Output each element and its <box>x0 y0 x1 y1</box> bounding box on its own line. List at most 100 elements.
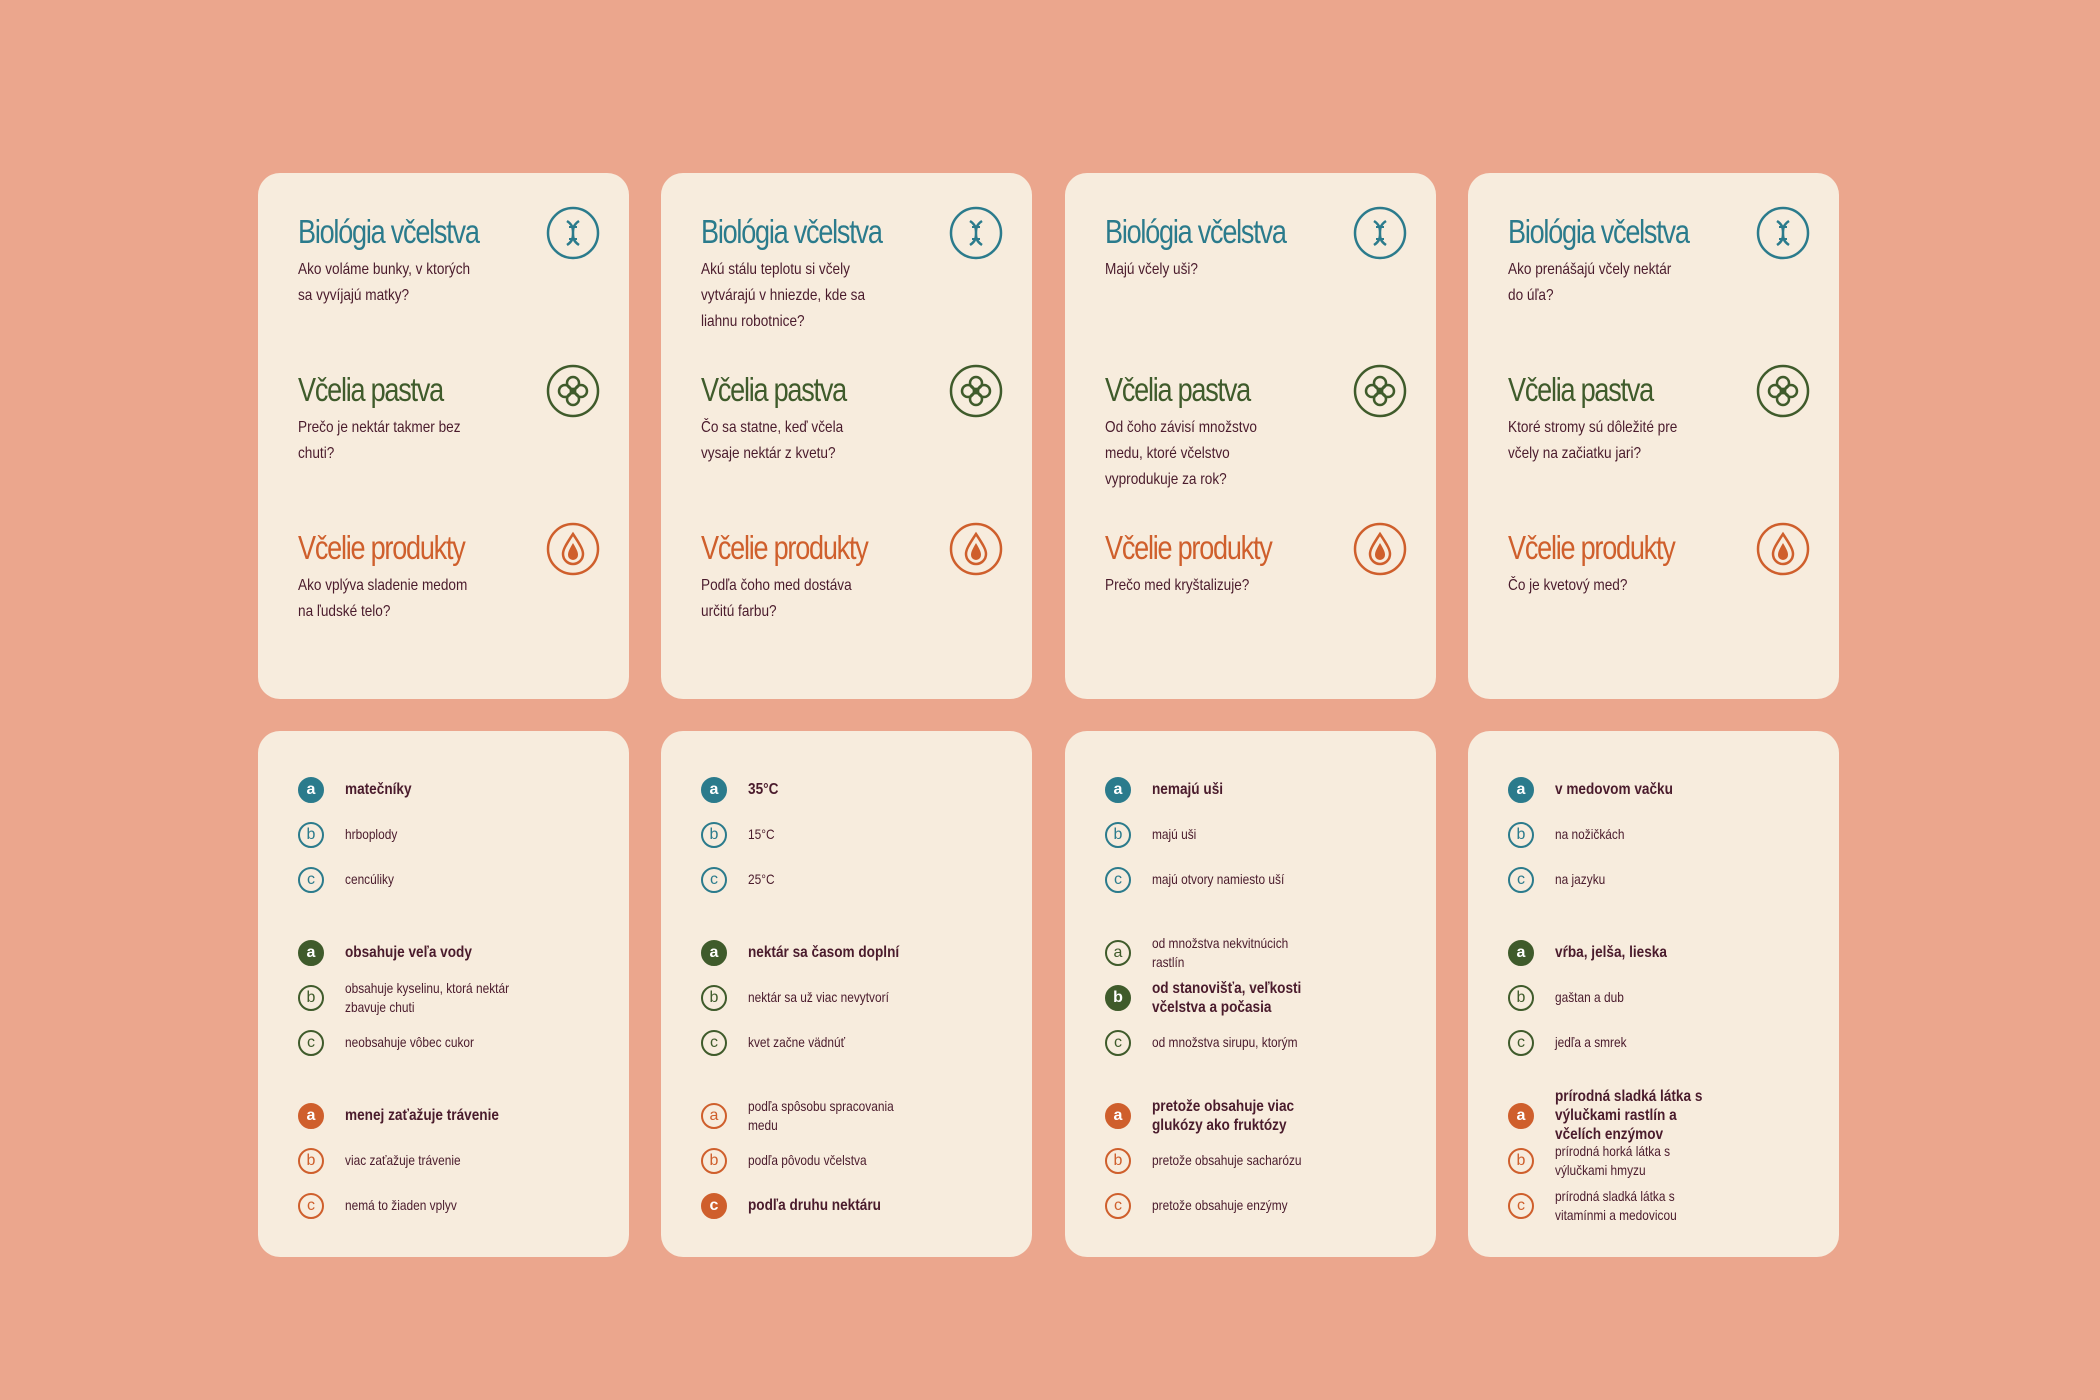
answer-text: vŕba, jelša, lieska <box>1555 944 1667 961</box>
answer-text: gaštan a dub <box>1555 989 1624 1005</box>
answer-option: b nektár sa už viac nevytvorí <box>701 975 1004 1020</box>
answer-option: b obsahuje kyselinu, ktorá nektár zbavuje… <box>298 975 601 1020</box>
answer-text: nemajú uši <box>1152 781 1224 798</box>
answer-letter: c <box>1508 1029 1534 1056</box>
category-title: Včelie produkty <box>1508 529 1676 566</box>
answer-letter: b <box>1508 821 1534 848</box>
answer-option: a obsahuje veľa vody <box>298 930 601 975</box>
answer-option: b majú uši <box>1105 812 1408 857</box>
answer-text: 15°C <box>748 826 775 842</box>
category-icon <box>949 522 1003 576</box>
answer-text: pretože obsahuje viac glukózy ako fruktó… <box>1152 1097 1295 1134</box>
answer-letter: b <box>298 1147 324 1174</box>
answer-option: c cencúliky <box>298 857 601 902</box>
answer-option: a prírodná sladká látka s výlučkami rastl… <box>1508 1088 1811 1143</box>
category-icon <box>1756 522 1810 576</box>
answer-text: nektár sa časom doplní <box>748 944 900 961</box>
answer-text: pretože obsahuje sacharózu <box>1152 1152 1302 1168</box>
answer-letter: a <box>1105 939 1131 966</box>
question-text: Od čoho závisí množstvo medu, ktoré včel… <box>1105 419 1257 488</box>
question-section: Včelie produkty Čo je kvetový med? <box>1508 522 1811 685</box>
question-text: Čo je kvetový med? <box>1508 577 1628 594</box>
answer-letter: a <box>1508 776 1534 803</box>
answer-letter: c <box>701 1192 727 1219</box>
answer-letter: a <box>298 776 324 803</box>
answer-option: b od stanovišťa, veľkosti včelstva a poča… <box>1105 975 1408 1020</box>
answer-letter: c <box>1508 866 1534 893</box>
question-section: Včelie produkty Ako vplýva sladenie medom… <box>298 522 601 685</box>
answer-option: c podľa druhu nektáru <box>701 1183 1004 1228</box>
answer-option: c prírodná sladká látka s vitamínmi a med… <box>1508 1183 1811 1228</box>
question-section: Včelia pastva Prečo je nektár takmer bez … <box>298 364 601 527</box>
answer-text: od stanovišťa, veľkosti včelstva a počas… <box>1152 979 1302 1016</box>
question-text: Prečo med kryštalizuje? <box>1105 577 1250 594</box>
answer-card: a matečníky b hrboplody c cencúliky a obsahuje … <box>258 731 629 1257</box>
answer-text: podľa druhu nektáru <box>748 1197 881 1214</box>
answer-letter: c <box>298 1192 324 1219</box>
category-icon <box>1756 206 1810 260</box>
question-section: Včelia pastva Ktoré stromy sú dôležité pr… <box>1508 364 1811 527</box>
answer-option: c od množstva sirupu, ktorým <box>1105 1020 1408 1065</box>
answer-letter: a <box>1508 939 1534 966</box>
question-text: Podľa čoho med dostáva určitú farbu? <box>701 577 852 620</box>
category-title: Včelia pastva <box>1105 371 1251 408</box>
answer-text: prírodná sladká látka s vitamínmi a medo… <box>1555 1187 1677 1223</box>
answer-option: b na nožičkách <box>1508 812 1811 857</box>
answer-letter: a <box>298 1102 324 1129</box>
question-section: Biológia včelstva Ako voláme bunky, v kto… <box>298 206 601 369</box>
answer-option: c 25°C <box>701 857 1004 902</box>
answer-group: a nemajú uši b majú uši c majú otvory namiest… <box>1105 767 1408 930</box>
answer-text: neobsahuje vôbec cukor <box>345 1034 475 1050</box>
category-title: Včelie produkty <box>1105 529 1273 566</box>
answer-letter: c <box>298 1029 324 1056</box>
answer-text: obsahuje kyselinu, ktorá nektár zbavuje … <box>345 979 510 1015</box>
answer-text: na nožičkách <box>1555 826 1625 842</box>
answer-group: a menej zaťažuje trávenie b viac zaťažuje t… <box>298 1093 601 1256</box>
category-title: Včelia pastva <box>1508 371 1654 408</box>
answer-text: majú uši <box>1152 826 1197 842</box>
answer-text: podľa pôvodu včelstva <box>748 1152 867 1168</box>
answer-text: 25°C <box>748 871 775 887</box>
category-title: Včelia pastva <box>701 371 847 408</box>
answer-option: a podľa spôsobu spracovania medu <box>701 1093 1004 1138</box>
answer-option: b podľa pôvodu včelstva <box>701 1138 1004 1183</box>
answer-text: majú otvory namiesto uší <box>1152 871 1285 887</box>
question-text: Čo sa statne, keď včela vysaje nektár z … <box>701 419 844 462</box>
answer-text: prírodná horká látka s výlučkami hmyzu <box>1555 1142 1671 1178</box>
answer-text: obsahuje veľa vody <box>345 944 472 961</box>
question-text: Prečo je nektár takmer bez chuti? <box>298 419 461 462</box>
answer-option: b viac zaťažuje trávenie <box>298 1138 601 1183</box>
answer-text: kvet začne vädnúť <box>748 1034 846 1050</box>
answer-letter: a <box>298 939 324 966</box>
category-icon <box>546 522 600 576</box>
question-text: Majú včely uši? <box>1105 261 1198 278</box>
answer-group: a prírodná sladká látka s výlučkami rastl… <box>1508 1088 1811 1256</box>
answer-card: a nemajú uši b majú uši c majú otvory namiest… <box>1065 731 1436 1257</box>
answer-letter: a <box>1508 1102 1534 1129</box>
answer-group: a vŕba, jelša, lieska b gaštan a dub c jedľa … <box>1508 930 1811 1093</box>
answer-letter: a <box>701 776 727 803</box>
answer-option: b gaštan a dub <box>1508 975 1811 1020</box>
answer-text: od množstva sirupu, ktorým <box>1152 1034 1298 1050</box>
answer-text: nektár sa už viac nevytvorí <box>748 989 889 1005</box>
answer-letter: b <box>701 984 727 1011</box>
answer-text: na jazyku <box>1555 871 1606 887</box>
category-icon <box>1353 206 1407 260</box>
question-section: Včelia pastva Od čoho závisí množstvo med… <box>1105 364 1408 527</box>
category-title: Biológia včelstva <box>298 213 480 250</box>
category-icon <box>1353 364 1407 418</box>
answer-group: a 35°C b 15°C c 25°C <box>701 767 1004 930</box>
answer-option: c neobsahuje vôbec cukor <box>298 1020 601 1065</box>
answer-letter: a <box>1105 776 1131 803</box>
answer-text: jedľa a smrek <box>1555 1034 1627 1050</box>
answer-text: nemá to žiaden vplyv <box>345 1197 457 1213</box>
answer-letter: c <box>701 866 727 893</box>
answer-option: a vŕba, jelša, lieska <box>1508 930 1811 975</box>
answer-group: a podľa spôsobu spracovania medu b podľa pô… <box>701 1093 1004 1256</box>
question-card: Biológia včelstva Ako voláme bunky, v kto… <box>258 173 629 699</box>
answer-text: menej zaťažuje trávenie <box>345 1107 499 1124</box>
answer-text: podľa spôsobu spracovania medu <box>748 1097 894 1133</box>
answer-letter: a <box>701 939 727 966</box>
category-title: Včelia pastva <box>298 371 444 408</box>
